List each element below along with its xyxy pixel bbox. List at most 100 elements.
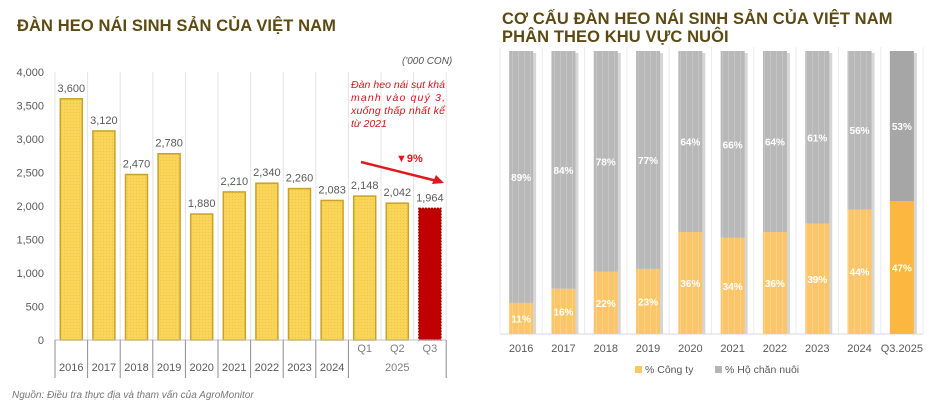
y-tick-label: 4,000 [16, 67, 44, 79]
bar [189, 213, 214, 341]
household-pct-label: 64% [765, 138, 785, 149]
y-tick-label: 0 [38, 335, 44, 347]
company-pct-label: 16% [553, 307, 573, 318]
x-tick-label: 2022 [255, 362, 279, 374]
x-tick-label: 2016 [59, 362, 83, 374]
household-pct-label: 78% [596, 157, 616, 168]
company-segment [762, 232, 787, 334]
household-pct-label: 77% [638, 156, 658, 167]
household-pct-label: 64% [680, 138, 700, 149]
x-tick-label: 2024 [320, 362, 344, 374]
legend-swatch-household [715, 366, 722, 373]
company-pct-label: 47% [892, 263, 912, 274]
legend-label-company: % Công ty [645, 364, 694, 376]
annotation-text: xuống thấp nhất kể [350, 105, 446, 117]
x-tick-label: 2018 [594, 343, 618, 355]
company-segment [847, 209, 872, 334]
household-pct-label: 66% [723, 140, 743, 151]
trend-arrow [360, 160, 438, 183]
household-segment [593, 51, 618, 272]
x-tick-label: 2017 [551, 343, 575, 355]
bar-value-label: 2,340 [253, 167, 281, 179]
bar [287, 187, 312, 341]
y-tick-label: 1,000 [16, 268, 44, 280]
company-pct-label: 36% [680, 279, 700, 290]
company-segment [678, 232, 703, 334]
x-tick-label: 2024 [847, 343, 871, 355]
household-segment [551, 51, 576, 289]
household-segment [889, 51, 914, 201]
company-segment [636, 268, 661, 334]
company-segment [720, 237, 745, 334]
x-tick-label: 2019 [636, 343, 660, 355]
bar-value-label: 1,964 [416, 192, 444, 204]
bar [352, 195, 377, 341]
change-label: ▼9% [396, 153, 423, 165]
y-tick-label: 3,500 [16, 101, 44, 113]
annotation-text: Đàn heo nái sụt khá [351, 79, 445, 91]
company-pct-label: 34% [723, 282, 743, 293]
company-segment [509, 302, 534, 334]
company-pct-label: 39% [807, 275, 827, 286]
household-pct-label: 53% [892, 122, 912, 133]
bar [157, 152, 181, 341]
household-pct-label: 61% [807, 133, 827, 144]
highlight-bar [418, 207, 442, 341]
company-pct-label: 36% [765, 279, 785, 290]
company-pct-label: 11% [511, 314, 531, 325]
x-group-label: 2025 [385, 362, 409, 374]
x-tick-label: 2021 [720, 343, 744, 355]
household-segment [847, 51, 872, 210]
company-pct-label: 44% [850, 268, 870, 279]
bar [92, 130, 116, 341]
right-chart-title-line2: PHÂN THEO KHU VỰC NUÔI [502, 28, 729, 46]
company-pct-label: 22% [596, 299, 616, 310]
x-tick-label: 2019 [157, 362, 181, 374]
bar [124, 173, 149, 341]
company-segment [551, 288, 576, 334]
company-segment [593, 271, 618, 334]
x-tick-label: 2016 [509, 343, 533, 355]
source-note: Nguồn: Điều tra thực địa và tham vấn của… [12, 390, 254, 401]
x-quarter-label: Q2 [390, 343, 405, 355]
household-pct-label: 84% [553, 166, 573, 177]
bar-value-label: 1,880 [188, 198, 216, 210]
left-chart-title: ĐÀN HEO NÁI SINH SẢN CỦA VIỆT NAM [17, 17, 336, 35]
legend-swatch-company [635, 366, 642, 373]
bar-value-label: 2,260 [286, 173, 314, 185]
bar [255, 182, 279, 341]
left-chart-unit-label: ('000 CON) [402, 56, 453, 67]
company-segment [889, 200, 914, 334]
x-tick-label: 2023 [287, 362, 311, 374]
household-segment [636, 51, 661, 269]
bar-value-label: 2,470 [123, 159, 151, 171]
bar-value-label: 3,120 [90, 115, 118, 127]
arrow-head-icon [432, 175, 444, 184]
y-tick-label: 500 [26, 302, 44, 314]
bar-value-label: 2,083 [318, 184, 346, 196]
x-quarter-label: Q3 [423, 343, 438, 355]
x-tick-label: 2021 [222, 362, 246, 374]
company-pct-label: 23% [638, 297, 658, 308]
company-segment [805, 223, 830, 334]
x-quarter-label: Q1 [357, 343, 372, 355]
x-tick-label: 2017 [92, 362, 116, 374]
x-tick-label: 2018 [124, 362, 148, 374]
y-tick-label: 2,000 [16, 201, 44, 213]
farm-structure-stacked-chart: 89% 11% 2016 84% 16% 2017 78% 22% 2018 77% 23% 2019… [499, 47, 924, 376]
household-segment [762, 51, 787, 233]
x-tick-label: 2020 [189, 362, 213, 374]
bar-value-label: 2,042 [384, 187, 412, 199]
bar [222, 191, 247, 341]
bar [320, 199, 344, 341]
bar-value-label: 3,600 [58, 83, 86, 95]
bar-value-label: 2,148 [351, 180, 379, 192]
x-tick-label: 2023 [805, 343, 829, 355]
x-tick-label: 2020 [678, 343, 702, 355]
y-tick-label: 3,000 [16, 134, 44, 146]
household-segment [509, 51, 534, 303]
right-chart-title: CƠ CẤU ĐÀN HEO NÁI SINH SẢN CỦA VIỆT NAM… [502, 10, 893, 46]
household-segment [678, 51, 703, 233]
annotation-text: mạnh vào quý 3, [351, 92, 445, 104]
x-tick-label: Q3.2025 [881, 343, 923, 355]
